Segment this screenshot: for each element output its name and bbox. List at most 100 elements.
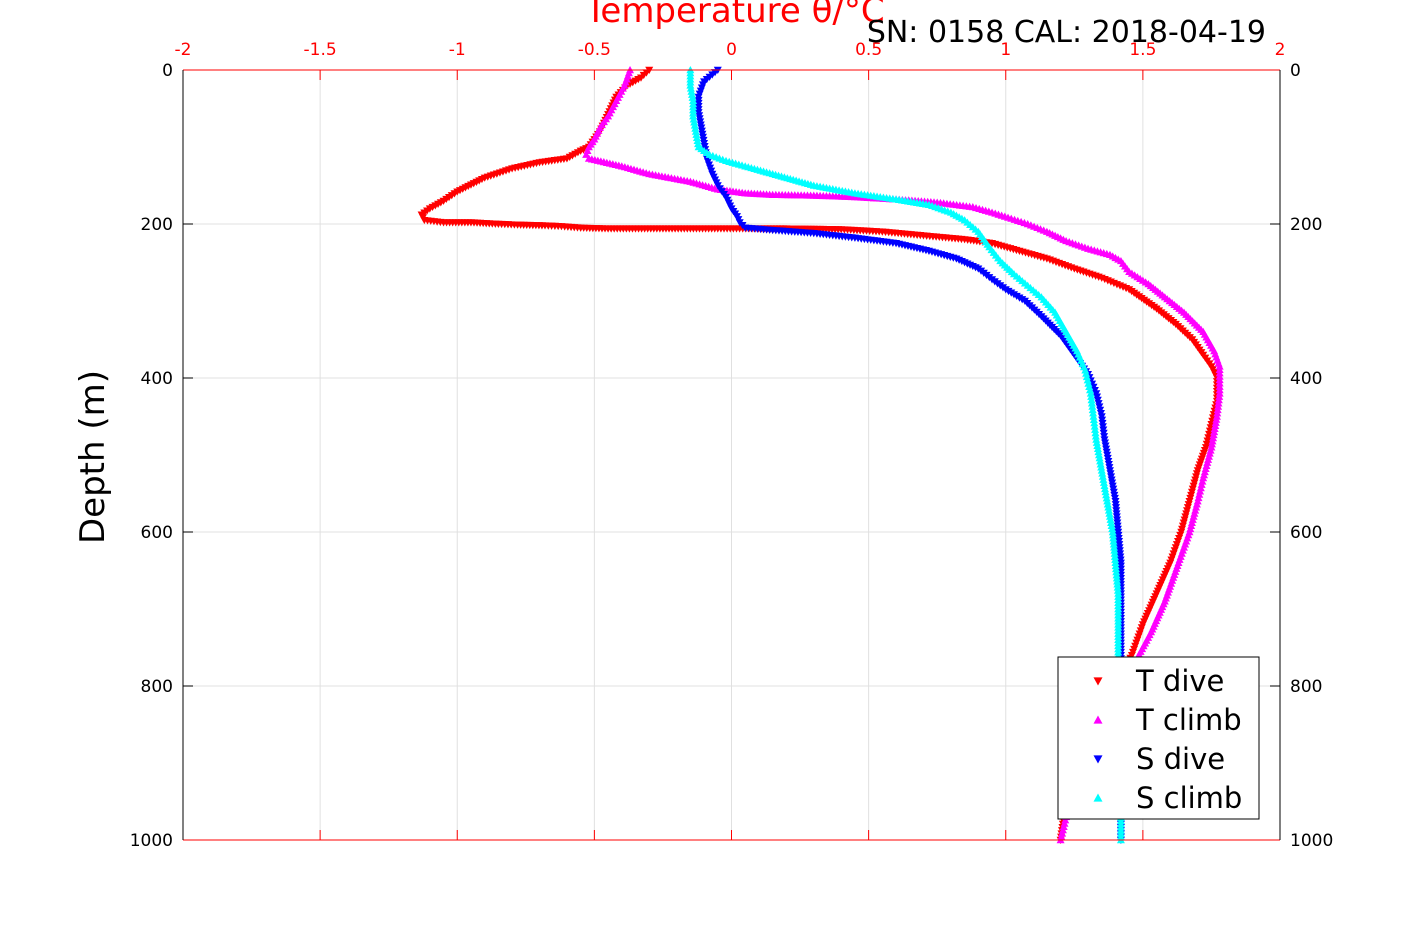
data-point <box>1196 487 1205 495</box>
data-point <box>1058 826 1067 834</box>
legend-marker <box>1093 755 1103 764</box>
data-point <box>1105 512 1114 520</box>
data-point <box>1087 396 1096 404</box>
data-point <box>1212 412 1221 420</box>
data-point <box>692 130 701 138</box>
legend-box <box>1057 656 1260 820</box>
data-point <box>1060 819 1069 827</box>
data-point <box>694 139 703 148</box>
data-point <box>1089 415 1098 423</box>
y-tick-label-left: 800 <box>141 677 173 697</box>
data-point <box>1104 506 1113 514</box>
data-point <box>1091 432 1100 440</box>
data-point <box>1101 484 1110 493</box>
x-tick-label: -2 <box>175 40 192 60</box>
data-point <box>1214 396 1223 404</box>
x-tick-label: -1.5 <box>304 40 337 60</box>
y-tick-label-right: 0 <box>1290 61 1301 81</box>
data-point <box>688 90 697 98</box>
data-point <box>1215 389 1224 397</box>
legend-label: T dive <box>1135 664 1224 698</box>
data-point <box>1092 435 1101 443</box>
data-point <box>1102 494 1111 502</box>
data-point <box>689 112 698 120</box>
data-point <box>1092 438 1101 446</box>
data-point <box>1215 392 1224 400</box>
legend-label: S dive <box>1136 742 1225 776</box>
data-point <box>691 127 700 135</box>
x-tick-label: -0.5 <box>578 40 611 60</box>
data-point <box>1104 503 1113 511</box>
data-point <box>1108 524 1117 533</box>
data-point <box>1197 480 1206 488</box>
data-point <box>1103 497 1112 505</box>
legend-label: S climb <box>1136 781 1242 815</box>
data-point <box>690 121 699 129</box>
y-tick-label-left: 200 <box>141 215 173 235</box>
chart-title: SN: 0158 CAL: 2018-04-19 <box>867 15 1266 50</box>
data-point <box>1057 832 1066 840</box>
data-point <box>1059 822 1068 830</box>
x-tick-label: 0.5 <box>855 40 882 60</box>
data-point <box>1199 474 1208 482</box>
data-point <box>1101 487 1110 496</box>
data-point <box>1107 521 1116 530</box>
data-point <box>1087 399 1096 407</box>
data-point <box>1209 434 1218 442</box>
data-point <box>1098 469 1107 477</box>
data-point <box>1095 454 1104 462</box>
data-point <box>686 84 695 92</box>
data-point <box>1093 444 1102 453</box>
data-point <box>693 136 702 145</box>
data-point <box>1097 466 1106 474</box>
data-point <box>1195 490 1204 498</box>
data-point <box>1196 484 1205 492</box>
data-point <box>1102 491 1111 499</box>
legend-marker <box>1093 793 1103 802</box>
data-point <box>1093 441 1102 449</box>
y-tick-label-right: 200 <box>1290 215 1322 235</box>
data-point <box>1081 366 1090 374</box>
data-point <box>1096 457 1105 465</box>
y-tick-label-left: 0 <box>162 61 173 81</box>
data-point <box>687 87 696 95</box>
x-tick-labels: -2 -1.5 -1 -0.5 0 0.5 1 1.5 2 <box>175 40 1286 60</box>
data-point <box>692 133 701 141</box>
x-tick-label: 2 <box>1275 40 1286 60</box>
data-point <box>1097 463 1106 471</box>
data-point <box>1083 376 1092 384</box>
y-tick-label-left: 600 <box>141 523 173 543</box>
data-point <box>1085 386 1094 394</box>
y-tick-label-left: 400 <box>141 369 173 389</box>
data-point <box>1084 379 1093 387</box>
y-tick-labels: 0 0 200 200 400 400 600 600 800 800 1000 1000 <box>130 61 1334 851</box>
data-point <box>1082 369 1091 377</box>
x-tick-label: -1 <box>449 40 466 60</box>
y-axis-label: Depth (m) <box>73 370 113 544</box>
data-point <box>1082 372 1091 381</box>
x-axis-label: Temperature θ/°C <box>584 0 884 31</box>
data-point <box>1090 419 1099 427</box>
data-point <box>690 118 699 126</box>
x-tick-label: 1 <box>1000 40 1011 60</box>
data-point <box>1090 422 1099 430</box>
y-tick-label-right: 1000 <box>1290 831 1333 851</box>
data-point <box>1058 829 1067 837</box>
data-point <box>1061 816 1070 824</box>
data-point <box>1208 437 1217 445</box>
data-point <box>1198 477 1207 485</box>
data-point <box>1105 509 1114 517</box>
data-point <box>1091 429 1100 437</box>
data-point <box>1085 382 1094 390</box>
axes <box>182 69 1281 841</box>
data-point <box>1094 447 1103 456</box>
y-tick-label-right: 800 <box>1290 677 1322 697</box>
data-point <box>686 81 695 89</box>
data-point <box>1209 430 1218 439</box>
data-point <box>1106 515 1115 523</box>
legend-label: T climb <box>1135 703 1242 737</box>
data-point <box>1207 440 1216 448</box>
data-point <box>1214 399 1223 407</box>
data-point <box>1107 518 1116 526</box>
